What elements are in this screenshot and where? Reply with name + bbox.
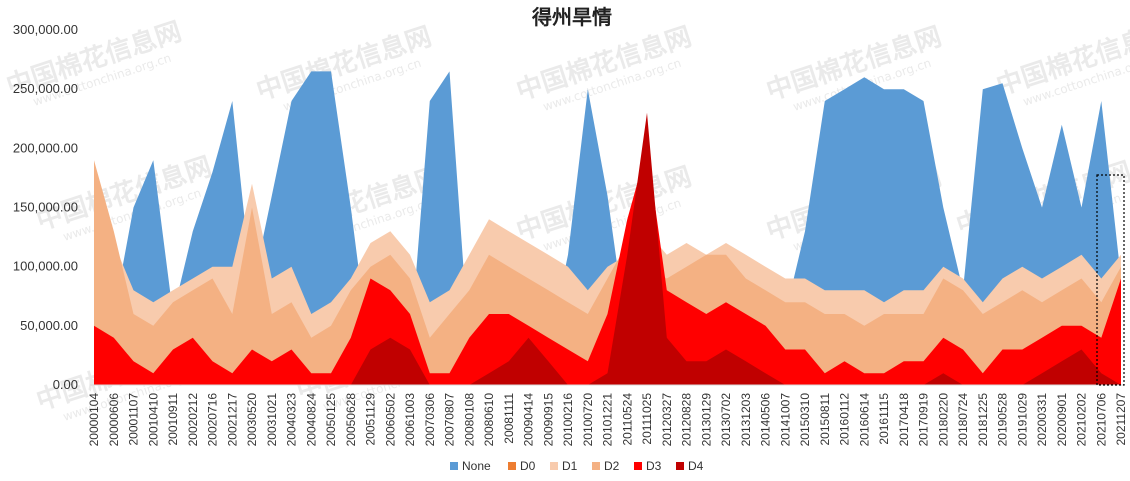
x-tick-label: 20010410: [146, 393, 160, 447]
y-tick-label: 150,000.00: [13, 200, 78, 215]
x-tick-label: 20040824: [304, 393, 318, 447]
x-tick-label: 20021217: [225, 393, 239, 447]
y-tick-label: 100,000.00: [13, 259, 78, 274]
legend-swatch: [508, 462, 516, 470]
x-tick-label: 20191029: [1015, 393, 1029, 447]
x-tick-label: 20100720: [581, 393, 595, 447]
x-axis: 20000104 20000606 20001107 20010410 20010911…: [87, 393, 1128, 447]
x-tick-label: 20120327: [660, 393, 674, 447]
series-areas: [94, 71, 1121, 386]
x-tick-label: 20190528: [996, 393, 1010, 447]
legend-item: D2: [592, 459, 620, 473]
legend-label: D3: [646, 459, 662, 473]
x-tick-label: 20131203: [739, 393, 753, 447]
x-tick-label: 20070306: [423, 393, 437, 447]
x-tick-label: 20181225: [976, 393, 990, 447]
legend-item: D0: [508, 459, 536, 473]
y-tick-label: 300,000.00: [13, 22, 78, 37]
x-tick-label: 20210202: [1075, 393, 1089, 447]
x-tick-label: 20140506: [759, 393, 773, 447]
x-tick-label: 20110524: [620, 393, 634, 446]
x-tick-label: 20141007: [778, 393, 792, 447]
x-tick-label: 20120828: [680, 393, 694, 447]
x-tick-label: 20160112: [838, 393, 852, 446]
x-tick-label: 20080108: [462, 393, 476, 447]
x-tick-label: 20200901: [1055, 393, 1069, 447]
x-tick-label: 20001107: [127, 393, 141, 446]
x-tick-label: 20090414: [522, 393, 536, 447]
y-tick-label: 250,000.00: [13, 81, 78, 96]
x-tick-label: 20211207: [1114, 393, 1128, 446]
x-tick-label: 20070807: [443, 393, 457, 447]
legend: None D0 D1 D2 D3 D4: [450, 459, 704, 473]
x-tick-label: 20051129: [364, 393, 378, 446]
x-tick-label: 20200331: [1035, 393, 1049, 447]
x-tick-label: 20050628: [344, 393, 358, 447]
x-tick-label: 20150310: [798, 393, 812, 447]
y-tick-label: 200,000.00: [13, 140, 78, 155]
x-tick-label: 20000606: [107, 393, 121, 447]
x-tick-label: 20050125: [324, 393, 338, 447]
x-tick-label: 20061003: [403, 393, 417, 447]
x-tick-label: 20031021: [265, 393, 279, 447]
legend-label: D2: [604, 459, 620, 473]
legend-label: None: [462, 459, 491, 473]
y-tick-label: 0.00: [53, 377, 78, 392]
legend-swatch: [634, 462, 642, 470]
x-tick-label: 20090915: [541, 393, 555, 447]
x-tick-label: 20100216: [561, 393, 575, 447]
legend-item: D1: [550, 459, 578, 473]
x-tick-label: 20111025: [640, 393, 654, 445]
x-tick-label: 20010911: [166, 393, 180, 446]
x-tick-label: 20180220: [936, 393, 950, 447]
x-tick-label: 20160614: [857, 393, 871, 447]
legend-swatch: [676, 462, 684, 470]
x-tick-label: 20161115: [877, 393, 891, 445]
x-tick-label: 20170418: [897, 393, 911, 447]
series-area-d2: [94, 160, 1121, 385]
legend-item: D3: [634, 459, 662, 473]
x-tick-label: 20130702: [719, 393, 733, 447]
x-tick-label: 20020212: [186, 393, 200, 447]
legend-label: D4: [688, 459, 704, 473]
x-tick-label: 20101221: [601, 393, 615, 447]
x-tick-label: 20060502: [383, 393, 397, 447]
highlight-box: [1096, 174, 1125, 386]
x-tick-label: 20000104: [87, 393, 101, 447]
x-tick-label: 20170919: [917, 393, 931, 447]
legend-item: None: [450, 459, 491, 473]
x-tick-label: 20020716: [206, 393, 220, 447]
x-tick-label: 20150811: [818, 393, 832, 446]
legend-item: D4: [676, 459, 704, 473]
legend-label: D0: [520, 459, 536, 473]
x-tick-label: 20180724: [956, 393, 970, 447]
legend-swatch: [592, 462, 600, 470]
x-tick-label: 20040323: [285, 393, 299, 447]
legend-label: D1: [562, 459, 578, 473]
legend-swatch: [550, 462, 558, 470]
x-tick-label: 20081111: [502, 393, 516, 444]
x-tick-label: 20130129: [699, 393, 713, 447]
x-tick-label: 20080610: [482, 393, 496, 447]
chart-title: 得州旱情: [531, 5, 612, 29]
x-tick-label: 20210706: [1094, 393, 1108, 447]
series-area-d3: [94, 148, 1121, 385]
y-axis: 0.00 50,000.00 100,000.00 150,000.00 200,000…: [13, 22, 78, 392]
y-tick-label: 50,000.00: [20, 318, 78, 333]
legend-swatch: [450, 462, 458, 470]
x-tick-label: 20030520: [245, 393, 259, 447]
